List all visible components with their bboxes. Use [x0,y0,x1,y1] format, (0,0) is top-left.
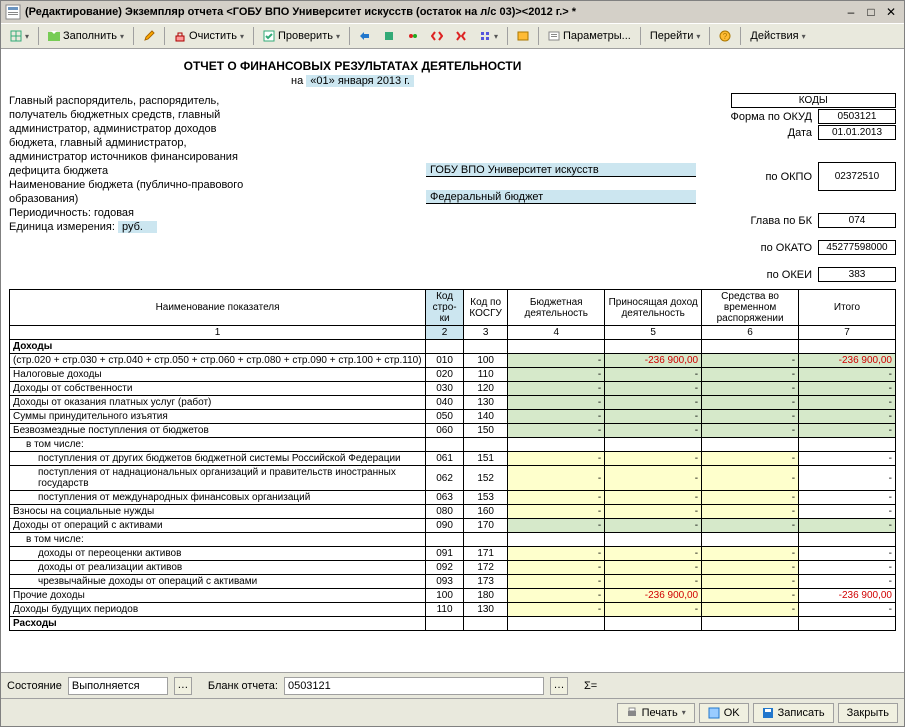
table-row[interactable]: (стр.020 + стр.030 + стр.040 + стр.050 +… [10,354,896,368]
help-button[interactable]: ? [714,26,736,46]
maximize-button[interactable]: □ [862,4,880,20]
tool-icon-2[interactable] [378,26,400,46]
fill-button[interactable]: Заполнить▾ [43,26,129,46]
table-row[interactable]: в том числе: [10,438,896,452]
col-budget[interactable]: Бюджетная деятельность [508,290,605,326]
data-grid[interactable]: Наименование показателя Код стро-ки Код … [9,289,896,631]
sigma-label: Σ= [584,680,597,692]
state-label: Состояние [7,680,62,692]
minimize-button[interactable]: – [842,4,860,20]
blank-input[interactable] [284,677,544,695]
check-label: Проверить [278,30,333,42]
window-title: (Редактирование) Экземпляр отчета <ГОБУ … [21,6,842,18]
col-kosgu[interactable]: Код по КОСГУ [464,290,508,326]
col-temp[interactable]: Средства во временном распоряжении [702,290,799,326]
report-content: ОТЧЕТ О ФИНАНСОВЫХ РЕЗУЛЬТАТАХ ДЕЯТЕЛЬНО… [1,49,904,672]
table-row[interactable]: Налоговые доходы020110---- [10,368,896,382]
report-date[interactable]: «01» января 2013 г. [306,75,414,87]
table-row[interactable]: доходы от реализации активов092172---- [10,561,896,575]
ok-button[interactable]: OK [699,703,749,723]
toolbar: ▾ Заполнить▾ Очистить▾ Проверить▾ ▾ Пара… [1,23,904,49]
tool-icon-4[interactable] [426,26,448,46]
print-button[interactable]: Печать▾ [617,703,695,723]
save-button[interactable]: Записать [753,703,834,723]
report-title: ОТЧЕТ О ФИНАНСОВЫХ РЕЗУЛЬТАТАХ ДЕЯТЕЛЬНО… [9,59,696,73]
table-row[interactable]: поступления от наднациональных организац… [10,466,896,491]
check-button[interactable]: Проверить▾ [258,26,345,46]
tool-icon-5[interactable] [450,26,472,46]
table-row[interactable]: в том числе: [10,533,896,547]
code-glava: 074 [818,213,896,228]
table-row[interactable]: Взносы на социальные нужды080160---- [10,505,896,519]
table-row[interactable]: поступления от других бюджетов бюджетной… [10,452,896,466]
table-row[interactable]: Доходы будущих периодов110130---- [10,603,896,617]
tool-icon-6[interactable]: ▾ [474,26,503,46]
footer: Печать▾ OK Записать Закрыть [1,698,904,726]
col-name[interactable]: Наименование показателя [10,290,426,326]
svg-text:?: ? [723,32,728,41]
goto-button[interactable]: Перейти▾ [645,26,706,46]
code-okpo: 02372510 [818,162,896,191]
tool-icon-7[interactable] [512,26,534,46]
save-icon [762,707,774,719]
table-row[interactable]: Расходы [10,617,896,631]
table-row[interactable]: Безвозмездные поступления от бюджетов060… [10,424,896,438]
unit-value[interactable]: руб. [118,221,157,233]
org-value[interactable]: ГОБУ ВПО Университет искусств [426,163,696,177]
app-icon [5,4,21,20]
header-mid: ГОБУ ВПО Университет искусств Федеральны… [426,93,696,283]
table-row[interactable]: чрезвычайные доходы от операций с актива… [10,575,896,589]
params-label: Параметры... [563,30,631,42]
clear-button[interactable]: Очистить▾ [169,26,249,46]
fill-label: Заполнить [63,30,117,42]
table-row[interactable]: поступления от международных финансовых … [10,491,896,505]
blank-label: Бланк отчета: [208,680,278,692]
header-left: Главный распорядитель, распорядитель, по… [9,93,426,283]
blank-picker[interactable]: … [550,677,568,695]
table-row[interactable]: доходы от переоценки активов091171---- [10,547,896,561]
table-row[interactable]: Доходы от оказания платных услуг (работ)… [10,396,896,410]
params-button[interactable]: Параметры... [543,26,636,46]
toggle-button[interactable]: ▾ [5,26,34,46]
statusbar: Состояние … Бланк отчета: … Σ= [1,672,904,698]
ok-icon [708,707,720,719]
col-income[interactable]: Приносящая доход деятельность [605,290,702,326]
actions-label: Действия [750,30,798,42]
app-window: (Редактирование) Экземпляр отчета <ГОБУ … [0,0,905,727]
header-right: КОДЫ Форма по ОКУД0503121 Дата01.01.2013… [696,93,896,283]
edit-icon-button[interactable] [138,26,160,46]
tool-icon-1[interactable] [354,26,376,46]
close-footer-button[interactable]: Закрыть [838,703,898,723]
titlebar: (Редактирование) Экземпляр отчета <ГОБУ … [1,1,904,23]
table-row[interactable]: Доходы от операций с активами090170---- [10,519,896,533]
actions-button[interactable]: Действия▾ [745,26,810,46]
report-subtitle: на «01» января 2013 г. [9,75,696,87]
col-total[interactable]: Итого [799,290,896,326]
codes-header: КОДЫ [731,93,897,108]
close-button[interactable]: ✕ [882,4,900,20]
code-okei: 383 [818,267,896,282]
table-row[interactable]: Прочие доходы100180--236 900,00--236 900… [10,589,896,603]
state-input[interactable] [68,677,168,695]
clear-label: Очистить [189,30,237,42]
goto-label: Перейти [650,30,694,42]
code-okato: 45277598000 [818,240,896,255]
print-icon [626,707,638,719]
col-code[interactable]: Код стро-ки [426,290,464,326]
budget-value[interactable]: Федеральный бюджет [426,190,696,204]
table-row[interactable]: Доходы [10,340,896,354]
code-okud: 0503121 [818,109,896,124]
code-date: 01.01.2013 [818,125,896,140]
state-picker[interactable]: … [174,677,192,695]
tool-icon-3[interactable] [402,26,424,46]
table-row[interactable]: Суммы принудительного изъятия050140---- [10,410,896,424]
table-row[interactable]: Доходы от собственности030120---- [10,382,896,396]
